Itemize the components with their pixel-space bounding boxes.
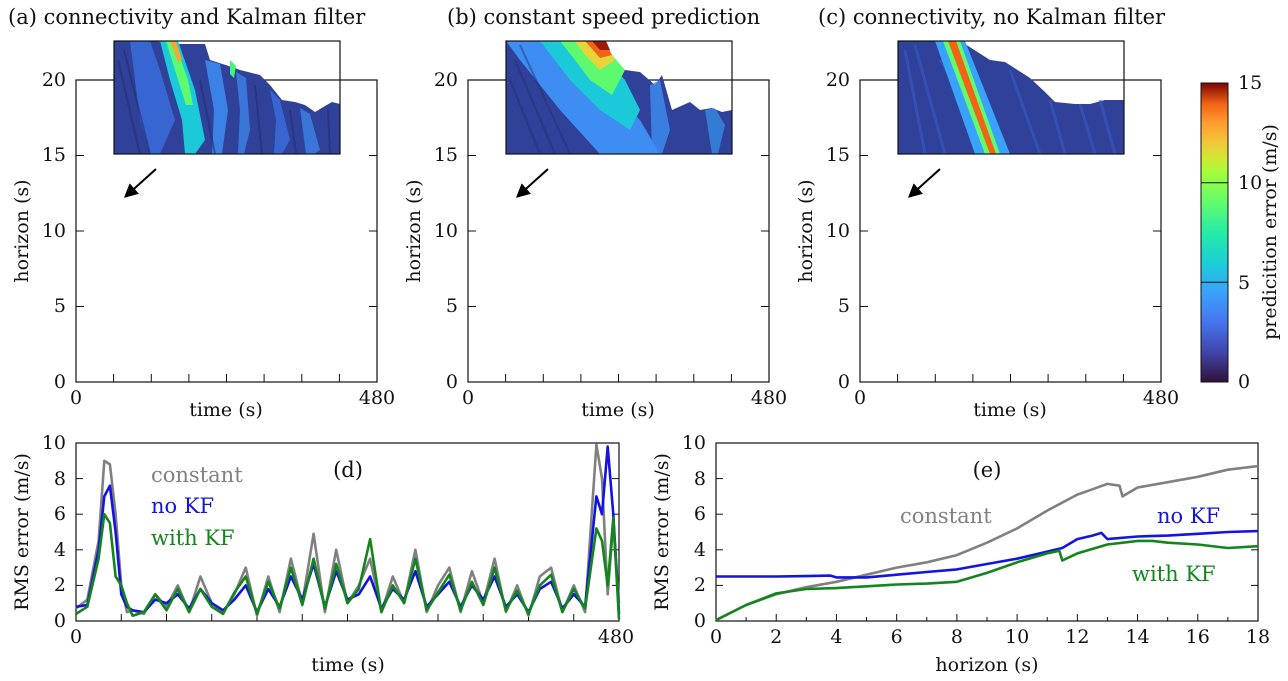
panel-a-ytick: 15 [42, 144, 66, 166]
panel-b-xlabel: time (s) [581, 399, 655, 421]
panel-e-ytick: 10 [682, 432, 706, 454]
panel-d-ytick: 8 [54, 468, 66, 490]
panel-b: (b) constant speed prediction 0 5 10 15 … [403, 5, 787, 421]
colorbar-tick: 0 [1238, 371, 1250, 393]
panel-b-ytick: 15 [434, 144, 458, 166]
panel-c: (c) connectivity, no Kalman filter 0 5 1… [795, 5, 1179, 421]
panel-e-label-withkf: with KF [1132, 562, 1216, 586]
panel-e: 0 2 4 6 8 10 12 14 16 18 0 2 4 6 8 10 horizon (s)… [651, 432, 1270, 676]
panel-c-inset [897, 40, 1125, 155]
panel-c-ytick: 15 [826, 144, 850, 166]
panel-b-title: (b) constant speed prediction [447, 5, 760, 29]
panel-b-ytick: 0 [446, 371, 458, 393]
panel-d-legend-withkf: with KF [151, 526, 235, 550]
panel-a-xtick: 0 [70, 387, 82, 409]
panel-d-series [75, 443, 621, 620]
panel-d-legend-nokf: no KF [151, 494, 214, 518]
panel-a-ytick: 5 [54, 295, 66, 317]
panel-b-xtick: 0 [462, 387, 474, 409]
panel-c-ytick: 20 [826, 69, 850, 91]
panel-d-legend-constant: constant [151, 463, 243, 487]
panel-a-inset [113, 40, 341, 155]
panel-c-zoom-arrow [907, 168, 941, 198]
panel-e-series [715, 464, 1259, 622]
panel-e-xtick: 4 [830, 626, 842, 648]
colorbar-tick: 10 [1238, 172, 1262, 194]
panel-d-xlabel: time (s) [311, 654, 385, 676]
panel-e-ticks [716, 478, 1258, 621]
panel-e-ytick: 0 [694, 610, 706, 632]
panel-e-title: (e) [973, 458, 1002, 482]
panel-a-ytick: 10 [42, 220, 66, 242]
panel-e-xtick: 16 [1186, 626, 1210, 648]
panel-a: (a) connectivity and Kalman filter 0 5 1… [8, 5, 395, 421]
panel-e-xtick: 12 [1065, 626, 1089, 648]
panel-e-xtick: 18 [1246, 626, 1270, 648]
panel-a-ticks [76, 79, 377, 382]
colorbar-tick: 5 [1238, 272, 1250, 294]
panel-d-ytick: 4 [54, 539, 66, 561]
panel-a-xlabel: time (s) [189, 399, 263, 421]
panel-c-ytick: 0 [838, 371, 850, 393]
panel-d-xtick: 480 [598, 626, 634, 648]
panel-d-title: (d) [333, 458, 363, 482]
panel-c-xtick: 480 [1143, 387, 1179, 409]
panel-a-ytick: 0 [54, 371, 66, 393]
panel-d-ytick: 0 [54, 610, 66, 632]
panel-c-ytick: 10 [826, 220, 850, 242]
panel-d-ticks [76, 478, 619, 621]
panel-c-ytick: 5 [838, 295, 850, 317]
panel-b-inset [505, 40, 733, 155]
panel-e-xtick: 0 [710, 626, 722, 648]
series-line-with-kf [75, 512, 621, 620]
series-line-no-kf [716, 529, 1259, 579]
panel-e-ytick: 2 [694, 574, 706, 596]
panel-a-zoom-arrow [123, 168, 157, 198]
panel-a-ylabel: horizon (s) [11, 179, 33, 282]
panel-c-ylabel: horizon (s) [795, 179, 817, 282]
panel-a-ytick: 20 [42, 69, 66, 91]
panel-e-xtick: 8 [951, 626, 963, 648]
panel-e-label-nokf: no KF [1157, 504, 1220, 528]
colorbar: 0 5 10 15 predicition error (m/s) [1200, 72, 1281, 393]
panel-d: 0 2 4 6 8 10 0 480 time (s) RMS error (m… [11, 432, 634, 676]
panel-d-ylabel: RMS error (m/s) [11, 453, 33, 611]
panel-c-xlabel: time (s) [973, 399, 1047, 421]
panel-e-xtick: 10 [1005, 626, 1029, 648]
panel-e-ytick: 6 [694, 503, 706, 525]
panel-b-ytick: 20 [434, 69, 458, 91]
panel-e-xtick: 2 [770, 626, 782, 648]
panel-b-zoom-arrow [515, 168, 549, 198]
panel-a-xtick: 480 [359, 387, 395, 409]
colorbar-gradient [1200, 82, 1229, 383]
panel-e-ylabel: RMS error (m/s) [651, 453, 673, 611]
panel-e-ytick: 8 [694, 468, 706, 490]
panel-b-ylabel: horizon (s) [403, 179, 425, 282]
panel-e-xtick: 6 [891, 626, 903, 648]
panel-d-ytick: 10 [42, 432, 66, 454]
series-line-constant [715, 464, 1259, 622]
panel-b-ytick: 10 [434, 220, 458, 242]
colorbar-label: predicition error (m/s) [1259, 124, 1281, 340]
panel-d-ytick: 6 [54, 503, 66, 525]
panel-c-title: (c) connectivity, no Kalman filter [818, 5, 1166, 29]
panel-e-xlabel: horizon (s) [935, 654, 1038, 676]
panel-a-title: (a) connectivity and Kalman filter [8, 5, 366, 29]
panel-e-ytick: 4 [694, 539, 706, 561]
colorbar-tick: 15 [1238, 72, 1262, 94]
panel-e-xticklabels: 0 2 4 6 8 10 12 14 16 18 [710, 626, 1270, 648]
panel-d-ytick: 2 [54, 574, 66, 596]
series-line-with-kf [715, 539, 1259, 622]
panel-c-ticks [860, 79, 1161, 382]
panel-b-xtick: 480 [751, 387, 787, 409]
panel-b-ticks [468, 79, 769, 382]
panel-c-xtick: 0 [854, 387, 866, 409]
panel-e-label-constant: constant [900, 504, 992, 528]
panel-d-xtick: 0 [70, 626, 82, 648]
panel-e-xtick: 14 [1125, 626, 1149, 648]
panel-b-ytick: 5 [446, 295, 458, 317]
